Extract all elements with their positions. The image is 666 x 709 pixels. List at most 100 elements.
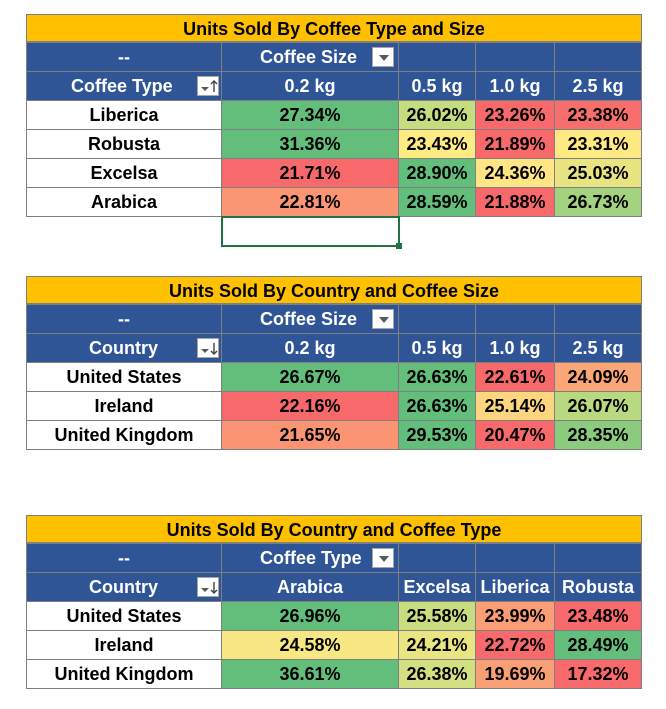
value-cell[interactable]: 25.14%	[475, 391, 555, 421]
column-field-label: Coffee Size	[260, 309, 358, 329]
value-cell[interactable]: 21.65%	[221, 420, 399, 450]
header-blank	[475, 42, 555, 72]
column-header: Robusta	[554, 572, 642, 602]
value-cell[interactable]: 25.03%	[554, 158, 642, 188]
column-filter-button[interactable]	[372, 47, 394, 67]
row-field-header[interactable]: Coffee Type	[26, 71, 222, 101]
header-blank	[554, 304, 642, 334]
row-label[interactable]: Ireland	[26, 391, 222, 421]
row-field-header[interactable]: Country	[26, 333, 222, 363]
column-field-header[interactable]: Coffee Type	[221, 543, 399, 573]
value-cell[interactable]: 26.63%	[398, 391, 476, 421]
value-cell[interactable]: 23.99%	[475, 601, 555, 631]
row-label[interactable]: Liberica	[26, 100, 222, 130]
column-field-header[interactable]: Coffee Size	[221, 42, 399, 72]
value-cell[interactable]: 22.61%	[475, 362, 555, 392]
column-header: 0.5 kg	[398, 71, 476, 101]
value-cell[interactable]: 29.53%	[398, 420, 476, 450]
value-cell[interactable]: 24.58%	[221, 630, 399, 660]
pivot-table: Units Sold By Country and Coffee Type -- C…	[26, 515, 642, 689]
row-label[interactable]: Ireland	[26, 630, 222, 660]
value-cell[interactable]: 22.81%	[221, 187, 399, 217]
value-cell[interactable]: 17.32%	[554, 659, 642, 689]
value-cell[interactable]: 26.02%	[398, 100, 476, 130]
row-label[interactable]: United Kingdom	[26, 420, 222, 450]
column-header: 0.2 kg	[221, 333, 399, 363]
column-header: 0.5 kg	[398, 333, 476, 363]
row-field-label: Country	[89, 338, 158, 358]
value-cell[interactable]: 23.43%	[398, 129, 476, 159]
row-filter-sort-button[interactable]	[197, 338, 219, 358]
value-cell[interactable]: 20.47%	[475, 420, 555, 450]
value-cell[interactable]: 28.49%	[554, 630, 642, 660]
column-field-label: Coffee Size	[260, 47, 358, 67]
value-cell[interactable]: 23.31%	[554, 129, 642, 159]
column-header: 2.5 kg	[554, 71, 642, 101]
row-label[interactable]: United Kingdom	[26, 659, 222, 689]
row-label[interactable]: Robusta	[26, 129, 222, 159]
value-cell[interactable]: 26.96%	[221, 601, 399, 631]
row-field-label: Coffee Type	[71, 76, 173, 96]
value-cell[interactable]: 28.59%	[398, 187, 476, 217]
row-field-header[interactable]: Country	[26, 572, 222, 602]
column-header: 0.2 kg	[221, 71, 399, 101]
value-cell[interactable]: 24.09%	[554, 362, 642, 392]
row-field-label: Country	[89, 577, 158, 597]
value-cell[interactable]: 21.88%	[475, 187, 555, 217]
value-cell[interactable]: 26.63%	[398, 362, 476, 392]
value-cell[interactable]: 21.71%	[221, 158, 399, 188]
corner-label: --	[26, 42, 222, 72]
value-cell[interactable]: 24.21%	[398, 630, 476, 660]
value-cell[interactable]: 26.67%	[221, 362, 399, 392]
column-filter-button[interactable]	[372, 309, 394, 329]
value-cell[interactable]: 28.35%	[554, 420, 642, 450]
column-header: 2.5 kg	[554, 333, 642, 363]
value-cell[interactable]: 21.89%	[475, 129, 555, 159]
row-label[interactable]: United States	[26, 362, 222, 392]
value-cell[interactable]: 23.38%	[554, 100, 642, 130]
fill-handle[interactable]	[396, 243, 402, 249]
value-cell[interactable]: 19.69%	[475, 659, 555, 689]
value-cell[interactable]: 27.34%	[221, 100, 399, 130]
corner-label: --	[26, 543, 222, 573]
value-cell[interactable]: 24.36%	[475, 158, 555, 188]
column-field-header[interactable]: Coffee Size	[221, 304, 399, 334]
header-blank	[554, 543, 642, 573]
value-cell[interactable]: 28.90%	[398, 158, 476, 188]
header-blank	[554, 42, 642, 72]
corner-label: --	[26, 304, 222, 334]
value-cell[interactable]: 31.36%	[221, 129, 399, 159]
value-cell[interactable]: 26.07%	[554, 391, 642, 421]
column-header: Excelsa	[398, 572, 476, 602]
pivot-title: Units Sold By Country and Coffee Type	[26, 515, 642, 543]
column-header: 1.0 kg	[475, 71, 555, 101]
row-filter-sort-button[interactable]	[197, 76, 219, 96]
pivot-title: Units Sold By Country and Coffee Size	[26, 276, 642, 304]
value-cell[interactable]: 36.61%	[221, 659, 399, 689]
value-cell[interactable]: 23.26%	[475, 100, 555, 130]
column-header: 1.0 kg	[475, 333, 555, 363]
column-filter-button[interactable]	[372, 548, 394, 568]
column-field-label: Coffee Type	[260, 548, 362, 568]
value-cell[interactable]: 26.73%	[554, 187, 642, 217]
value-cell[interactable]: 22.16%	[221, 391, 399, 421]
value-cell[interactable]: 25.58%	[398, 601, 476, 631]
header-blank	[475, 543, 555, 573]
value-cell[interactable]: 23.48%	[554, 601, 642, 631]
pivot-title: Units Sold By Coffee Type and Size	[26, 14, 642, 42]
row-label[interactable]: Excelsa	[26, 158, 222, 188]
row-label[interactable]: United States	[26, 601, 222, 631]
active-cell-selection[interactable]	[221, 216, 400, 247]
header-blank	[398, 304, 476, 334]
column-header: Arabica	[221, 572, 399, 602]
value-cell[interactable]: 22.72%	[475, 630, 555, 660]
header-blank	[398, 42, 476, 72]
pivot-table: Units Sold By Coffee Type and Size -- Coff…	[26, 14, 642, 217]
column-header: Liberica	[475, 572, 555, 602]
row-label[interactable]: Arabica	[26, 187, 222, 217]
pivot-table: Units Sold By Country and Coffee Size -- C…	[26, 276, 642, 450]
header-blank	[398, 543, 476, 573]
row-filter-sort-button[interactable]	[197, 577, 219, 597]
header-blank	[475, 304, 555, 334]
value-cell[interactable]: 26.38%	[398, 659, 476, 689]
